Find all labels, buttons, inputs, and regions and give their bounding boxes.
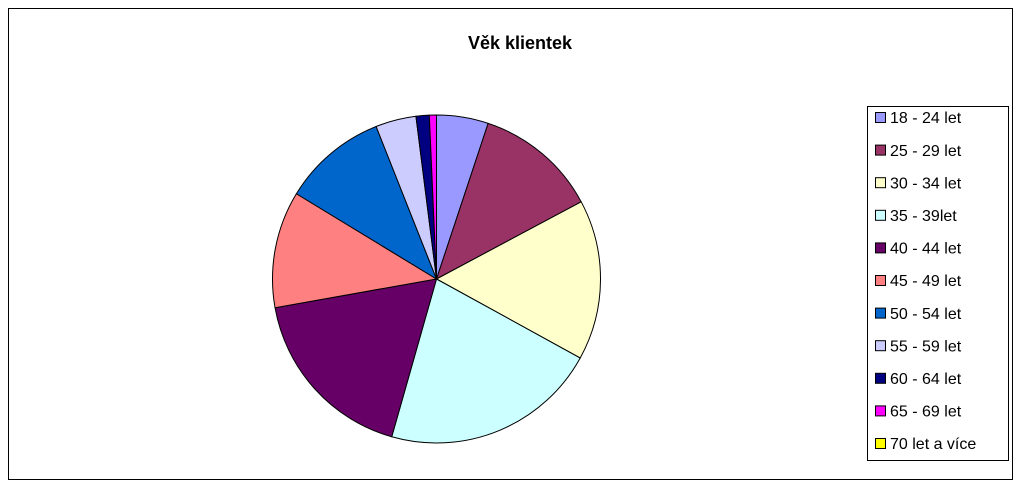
legend-label: 65 - 69 let	[890, 404, 962, 421]
legend-label: 18 - 24 let	[890, 110, 962, 127]
legend-label: 45 - 49 let	[890, 273, 962, 290]
legend-swatch	[875, 438, 886, 449]
legend-label: 70 let a více	[890, 436, 976, 453]
legend-label: 60 - 64 let	[890, 371, 962, 388]
legend-label: 25 - 29 let	[890, 143, 962, 160]
pie-slice	[435, 122, 582, 281]
legend-swatch	[875, 112, 886, 123]
legend-swatch	[875, 242, 886, 254]
legend-label: 40 - 44 let	[890, 241, 962, 258]
legend-label: 50 - 54 let	[890, 306, 962, 323]
legend-swatch	[875, 144, 886, 156]
legend-swatch	[875, 209, 886, 221]
legend-swatch	[875, 275, 886, 286]
legend-swatch	[875, 340, 886, 352]
legend-swatch	[875, 405, 886, 417]
pie-slice	[435, 201, 601, 359]
pie-slice	[391, 278, 581, 444]
chart-title: Věk klientek	[468, 33, 573, 53]
legend-swatch	[875, 177, 886, 189]
legend-box	[867, 106, 1009, 461]
legend-label: 30 - 34 let	[890, 175, 962, 192]
pie-slice	[272, 193, 438, 309]
legend-swatch	[875, 307, 886, 319]
legend-label: 55 - 59 let	[890, 338, 962, 355]
pie-slice	[295, 125, 438, 281]
legend-label: 35 - 39let	[890, 208, 957, 225]
pie-slice	[274, 278, 438, 438]
legend-swatch	[875, 372, 886, 384]
